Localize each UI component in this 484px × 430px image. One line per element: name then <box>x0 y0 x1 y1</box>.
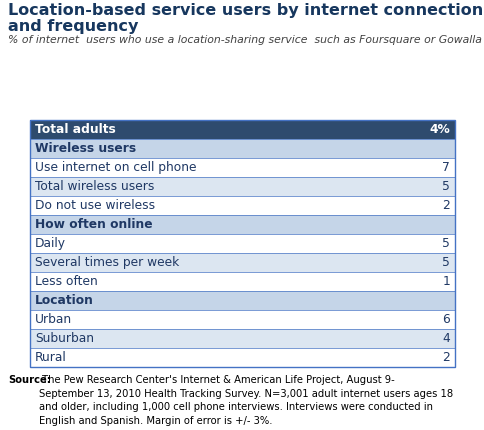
Bar <box>30 329 454 348</box>
Bar <box>30 291 454 310</box>
Bar <box>30 120 454 139</box>
Text: Total adults: Total adults <box>35 123 116 136</box>
Text: How often online: How often online <box>35 218 152 231</box>
Text: Rural: Rural <box>35 351 67 364</box>
Text: Do not use wireless: Do not use wireless <box>35 199 155 212</box>
Text: Daily: Daily <box>35 237 66 250</box>
Text: 2: 2 <box>441 351 449 364</box>
Bar <box>30 196 454 215</box>
Text: 5: 5 <box>441 180 449 193</box>
Text: and frequency: and frequency <box>8 19 138 34</box>
Text: 4%: 4% <box>428 123 449 136</box>
Text: 7: 7 <box>441 161 449 174</box>
Text: 4: 4 <box>441 332 449 345</box>
Bar <box>30 158 454 177</box>
Text: 5: 5 <box>441 237 449 250</box>
Text: The Pew Research Center's Internet & American Life Project, August 9-
September : The Pew Research Center's Internet & Ame… <box>39 375 452 426</box>
Bar <box>30 120 454 367</box>
Bar <box>30 253 454 272</box>
Text: Less often: Less often <box>35 275 98 288</box>
Text: Location-based service users by internet connection type: Location-based service users by internet… <box>8 3 484 18</box>
Bar <box>30 234 454 253</box>
Text: Several times per week: Several times per week <box>35 256 179 269</box>
Bar <box>30 177 454 196</box>
Text: 5: 5 <box>441 256 449 269</box>
Text: 6: 6 <box>441 313 449 326</box>
Bar <box>30 348 454 367</box>
Bar <box>30 139 454 158</box>
Text: Use internet on cell phone: Use internet on cell phone <box>35 161 196 174</box>
Text: Urban: Urban <box>35 313 72 326</box>
Bar <box>30 310 454 329</box>
Text: 1: 1 <box>441 275 449 288</box>
Text: 2: 2 <box>441 199 449 212</box>
Text: Source:: Source: <box>8 375 51 385</box>
Text: Suburban: Suburban <box>35 332 94 345</box>
Text: Wireless users: Wireless users <box>35 142 136 155</box>
Text: Total wireless users: Total wireless users <box>35 180 154 193</box>
Text: % of internet  users who use a location-sharing service  such as Foursquare or G: % of internet users who use a location-s… <box>8 35 481 45</box>
Bar <box>30 215 454 234</box>
Text: Location: Location <box>35 294 94 307</box>
Bar <box>30 272 454 291</box>
